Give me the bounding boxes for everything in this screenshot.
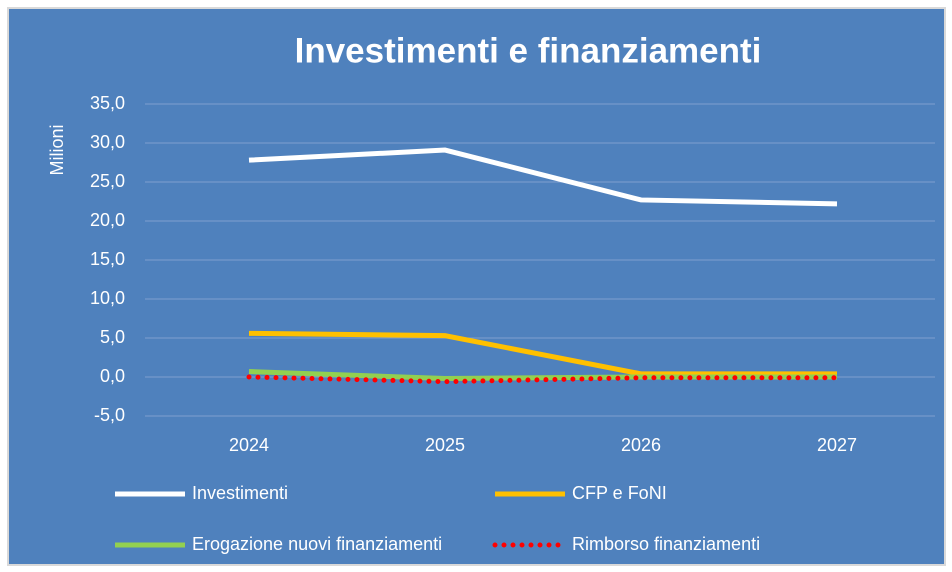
x-tick-label: 2025 — [425, 435, 465, 455]
y-tick-label: 10,0 — [90, 288, 125, 308]
y-tick-label: 5,0 — [100, 327, 125, 347]
series-line — [248, 369, 837, 382]
x-tick-label: 2027 — [817, 435, 857, 455]
y-tick-label: 30,0 — [90, 132, 125, 152]
legend-label: CFP e FoNI — [572, 483, 667, 503]
chart-title: Investimenti e finanziamenti — [295, 31, 762, 70]
y-tick-label: 25,0 — [90, 171, 125, 191]
legend-label: Erogazione nuovi finanziamenti — [192, 534, 442, 554]
y-tick-label: -5,0 — [94, 405, 125, 425]
legend-label: Investimenti — [192, 483, 288, 503]
y-axis-label: Milioni — [47, 124, 67, 175]
y-tick-label: 0,0 — [100, 366, 125, 386]
series-line — [246, 374, 840, 385]
y-tick-label: 35,0 — [90, 93, 125, 113]
y-tick-label: 20,0 — [90, 210, 125, 230]
series-line — [248, 147, 838, 207]
x-tick-label: 2024 — [229, 435, 269, 455]
x-tick-label: 2026 — [621, 435, 661, 455]
chart-background — [7, 7, 946, 566]
series-line — [248, 330, 837, 377]
legend-label: Rimborso finanziamenti — [572, 534, 760, 554]
y-tick-label: 15,0 — [90, 249, 125, 269]
